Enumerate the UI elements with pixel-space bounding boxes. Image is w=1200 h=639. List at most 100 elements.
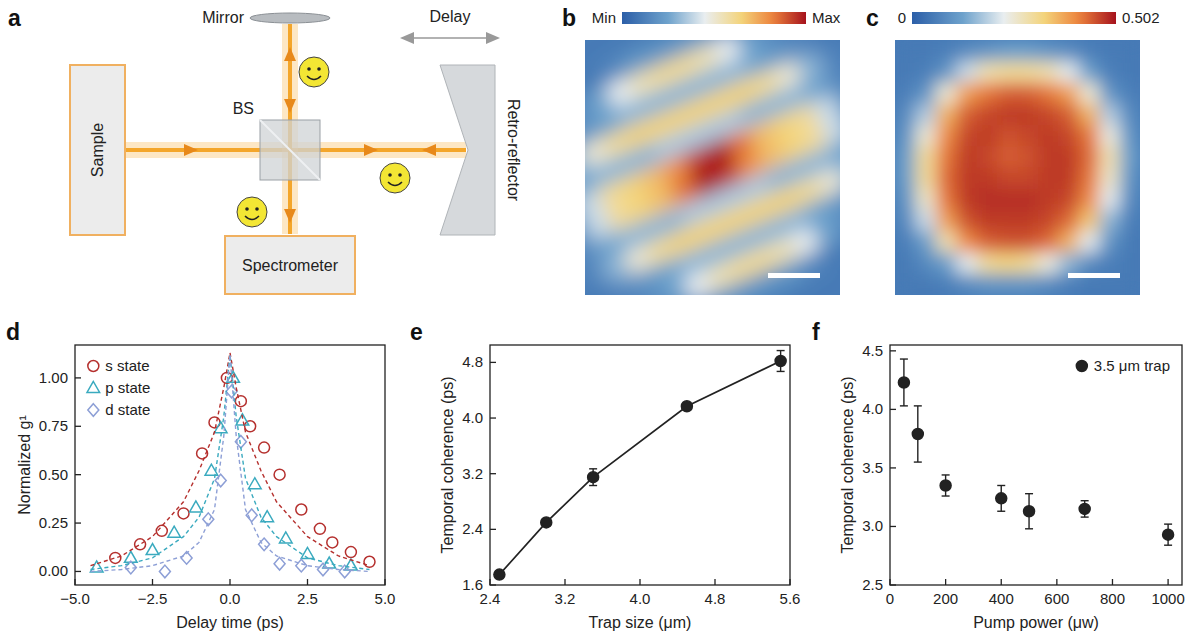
heatmap-cell [1038,61,1059,83]
mirror [250,13,330,23]
y-tick [75,377,81,378]
error-bar-cap [900,405,908,406]
scale-bar [768,273,820,278]
marker [274,557,285,570]
y-tick [490,473,496,474]
heatmap-cell [1120,61,1140,83]
marker [301,547,314,558]
colorbar-label: Max [812,9,841,26]
marker [1024,506,1035,517]
x-tick [384,579,385,585]
heatmap-cell [1079,168,1100,190]
x-tick-label: 1000 [1151,590,1184,607]
panel-letter: b [562,5,576,31]
plot-frame [75,345,385,585]
heatmap-cells [895,40,1140,295]
marker [274,469,285,480]
heatmap-cell [1018,146,1039,168]
legend-label: d state [105,401,150,418]
heatmap-cell [977,274,998,295]
error-bar-cap [1081,516,1089,517]
y-tick [75,474,81,475]
marker [259,538,270,551]
legend-marker [88,361,99,372]
heatmap-cell [936,231,957,253]
heatmap-cell [1079,146,1100,168]
legend-label: s state [105,357,149,374]
label: Delay [430,8,471,25]
legend-label: p state [105,379,150,396]
error-bar-cap [1025,493,1033,494]
heatmap-cell [1120,189,1140,211]
marker [996,493,1007,504]
heatmap-cell [997,125,1018,147]
series-line [91,353,370,566]
marker [235,396,246,407]
x-tick-label: 5.0 [375,590,396,607]
y-tick [75,522,81,523]
y-tick [890,526,896,527]
heatmap-cell [997,274,1018,295]
error-bar-cap [914,405,922,406]
error-bar-cap [1081,500,1089,501]
heatmap [895,40,1140,295]
smiley-mouth [307,76,321,80]
heatmap-cell [895,189,916,211]
marker [912,428,923,439]
heatmap-cell [1058,189,1079,211]
heatmap-cell [895,40,916,62]
heatmap-cell [936,146,957,168]
marker [146,544,159,555]
series-line [499,361,780,575]
heatmap-cell [997,168,1018,190]
heatmap-cell [956,168,977,190]
heatmap-cell [837,283,840,295]
x-tick [1001,579,1002,585]
panel-letter: c [866,5,879,31]
panel-letter: a [8,5,21,31]
heatmap-cell [977,83,998,105]
y-tick-label: 3.2 [462,465,483,482]
marker [318,563,329,576]
heatmap-cell [977,168,998,190]
heatmap-cell [1038,146,1059,168]
x-tick-label: −5.0 [60,590,90,607]
heatmap-cell [956,146,977,168]
heatmap-cell [837,40,840,65]
x-tick [1056,579,1057,585]
label: Mirror [202,9,244,26]
marker [248,478,261,489]
x-tick [74,579,75,585]
error-bar-cap [942,495,950,496]
y-tick-label: 0.25 [39,514,68,531]
x-tick [714,579,715,585]
plot-frame [890,345,1182,585]
y-tick-label: 2.5 [862,576,883,593]
marker [296,504,307,515]
heatmap-cell [956,104,977,126]
x-tick-label: 0.0 [220,590,241,607]
heatmap-cell [997,210,1018,232]
heatmap-cell [1018,40,1039,62]
heatmap-cell [1079,40,1100,62]
smiley-eye [388,173,392,177]
marker [159,565,170,578]
x-tick [564,579,565,585]
heatmap-cell [1058,104,1079,126]
heatmap-cell [997,104,1018,126]
heatmap-cell [1018,168,1039,190]
plot-data [898,359,1173,545]
y-tick [490,362,496,363]
marker [156,525,167,536]
marker [190,501,203,512]
marker [279,532,292,543]
arrow-head [400,32,414,44]
heatmap-cell [997,40,1018,62]
heatmap-cell [956,210,977,232]
heatmap-cell [1058,168,1079,190]
label: Spectrometer [242,257,339,274]
y-tick-label: 0.50 [39,466,68,483]
smiley-icon [380,163,410,193]
error-bar-cap [589,468,597,469]
marker [1163,529,1174,540]
